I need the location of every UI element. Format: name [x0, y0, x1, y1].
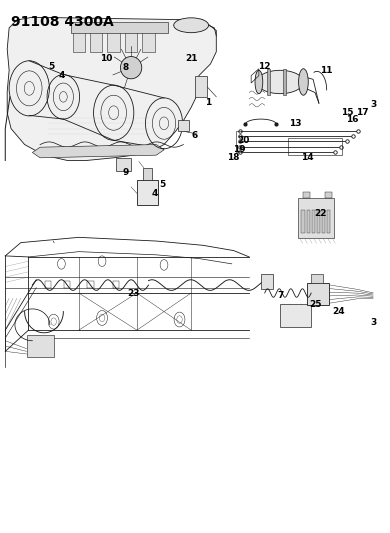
- Bar: [125, 31, 137, 52]
- Bar: [282, 69, 285, 95]
- Bar: [327, 211, 330, 232]
- Bar: [317, 211, 320, 232]
- Bar: [9, 65, 30, 113]
- Bar: [71, 21, 168, 33]
- Text: 7: 7: [277, 291, 284, 300]
- Text: 5: 5: [49, 62, 55, 70]
- Bar: [322, 211, 325, 232]
- Text: 12: 12: [259, 62, 271, 70]
- Bar: [73, 31, 85, 52]
- Ellipse shape: [121, 56, 142, 79]
- Bar: [311, 274, 323, 284]
- Text: 91108 4300A: 91108 4300A: [11, 14, 114, 29]
- Text: 10: 10: [100, 54, 112, 63]
- Bar: [143, 168, 152, 180]
- Bar: [303, 192, 310, 198]
- Bar: [27, 335, 54, 357]
- Ellipse shape: [257, 70, 303, 94]
- Polygon shape: [32, 144, 164, 158]
- Text: 25: 25: [309, 300, 321, 309]
- Bar: [307, 284, 329, 305]
- Text: 21: 21: [185, 54, 197, 62]
- Text: 13: 13: [289, 119, 302, 128]
- Bar: [288, 138, 342, 155]
- Text: 1: 1: [206, 98, 212, 107]
- Text: 20: 20: [238, 136, 250, 146]
- Text: 23: 23: [127, 288, 139, 297]
- Text: 5: 5: [159, 180, 165, 189]
- Text: 22: 22: [314, 209, 326, 218]
- Text: 4: 4: [58, 71, 65, 80]
- Bar: [307, 211, 310, 232]
- Text: 8: 8: [122, 63, 128, 71]
- Text: 9: 9: [122, 167, 128, 176]
- Text: 6: 6: [192, 131, 198, 140]
- Ellipse shape: [299, 69, 308, 95]
- Text: 17: 17: [356, 108, 369, 117]
- Bar: [137, 180, 158, 205]
- Bar: [312, 211, 315, 232]
- Text: 15: 15: [340, 108, 353, 117]
- Text: 16: 16: [346, 115, 358, 124]
- Ellipse shape: [174, 18, 209, 33]
- Text: 11: 11: [321, 66, 333, 75]
- Bar: [301, 211, 305, 232]
- Bar: [115, 158, 131, 171]
- Bar: [280, 304, 311, 327]
- Text: 18: 18: [227, 154, 239, 163]
- Polygon shape: [7, 17, 216, 160]
- Bar: [298, 198, 334, 238]
- Text: 4: 4: [151, 189, 158, 198]
- Text: 24: 24: [332, 307, 345, 316]
- Bar: [142, 31, 155, 52]
- Text: 19: 19: [233, 146, 245, 155]
- Bar: [267, 69, 270, 95]
- Text: 3: 3: [370, 100, 376, 109]
- Ellipse shape: [255, 70, 263, 94]
- Text: 3: 3: [370, 318, 376, 327]
- Bar: [195, 76, 207, 97]
- Bar: [261, 274, 273, 289]
- Bar: [108, 31, 120, 52]
- Bar: [177, 119, 189, 131]
- Bar: [90, 31, 103, 52]
- Bar: [325, 192, 332, 198]
- Text: 14: 14: [301, 153, 314, 162]
